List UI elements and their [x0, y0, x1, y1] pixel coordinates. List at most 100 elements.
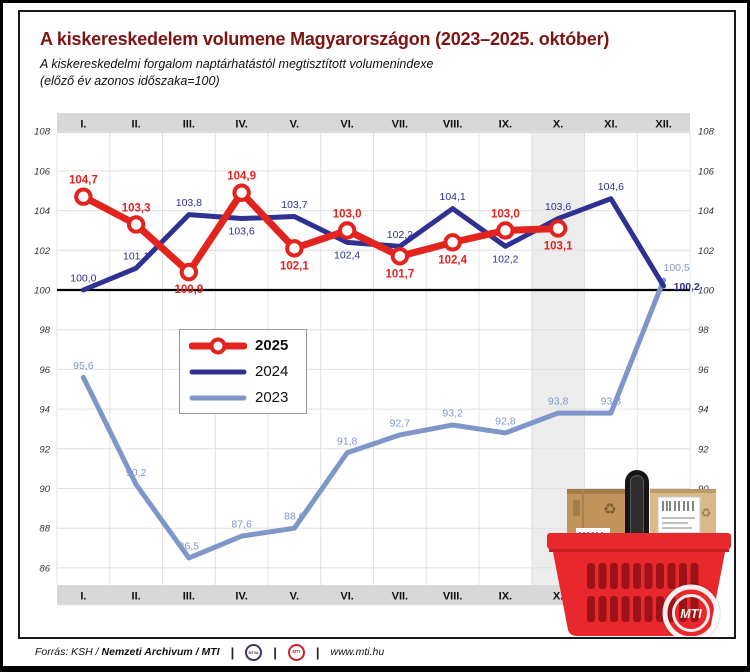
legend-label: 2024 [255, 363, 289, 380]
footer-divider: | [273, 644, 277, 660]
svg-text:III.: III. [183, 591, 195, 603]
mti-watermark-logo: MTI [661, 583, 721, 637]
series-2025-marker [548, 219, 568, 238]
shopping-basket-illustration: ♻ ♻ [547, 470, 731, 637]
recycle-icon: ♻ [701, 506, 712, 520]
point-label: 102,4 [334, 249, 360, 261]
basket-body [547, 533, 731, 636]
point-label: 87,6 [231, 519, 252, 531]
series-2023-labels: 95,6 90,2 86,5 87,6 88,0 91,8 92,7 93,2 92,8 93,8… [73, 262, 690, 552]
svg-text:90: 90 [39, 484, 50, 495]
svg-text:II.: II. [132, 119, 141, 131]
legend-label: 2023 [255, 389, 289, 406]
series-2023-line [80, 277, 667, 561]
svg-text:I.: I. [80, 591, 86, 603]
point-label: 103,6 [228, 226, 254, 238]
point-label: 92,7 [390, 417, 411, 429]
month-labels: I. I. II. II. III. III. IV. IV. V. V. VI. VI. VII. VI… [80, 119, 672, 603]
mti-logo-icon: MTI [287, 643, 305, 661]
svg-text:IV.: IV. [235, 591, 247, 603]
svg-text:I.: I. [80, 119, 86, 131]
point-label: 104,1 [439, 191, 465, 203]
point-label: 90,2 [126, 467, 147, 479]
series-2025-line [79, 189, 562, 276]
legend-item-2024: 2024 [189, 361, 306, 383]
mtva-logo-icon: MTVA [245, 643, 263, 661]
series-2025-marker [179, 262, 199, 282]
svg-text:92: 92 [39, 444, 50, 455]
svg-text:94: 94 [698, 405, 709, 416]
svg-text:86: 86 [39, 563, 50, 574]
svg-text:88: 88 [39, 524, 50, 535]
chart-panel: A kiskereskedelem volumene Magyarországo… [18, 10, 736, 639]
point-label: 102,2 [387, 229, 413, 241]
svg-text:104: 104 [34, 206, 50, 217]
point-label: 86,5 [179, 540, 200, 552]
subtitle-line-2: (előző év azonos időszaka=100) [40, 74, 220, 88]
point-label: 100,0 [70, 273, 96, 285]
chart-subtitle: A kiskereskedelmi forgalom naptárhatástó… [40, 56, 433, 90]
svg-text:VI.: VI. [340, 591, 353, 603]
point-label: 91,8 [337, 435, 358, 447]
series-2025-marker [443, 233, 462, 252]
page-title: A kiskereskedelem volumene Magyarországo… [40, 29, 610, 49]
svg-text:108: 108 [34, 127, 51, 138]
legend-item-2023: 2023 [189, 387, 306, 409]
footer-divider: | [315, 644, 320, 660]
footer: Forrás: KSH / Nemzeti Archivum / MTI | M… [35, 641, 384, 663]
source-credit: Forrás: KSH / Nemzeti Archivum / MTI [35, 646, 220, 658]
svg-text:V.: V. [290, 591, 299, 603]
website-text: www.mti.hu [330, 646, 385, 658]
point-label: 100,9 [174, 284, 203, 296]
svg-text:104: 104 [698, 206, 714, 217]
legend-line-sample [189, 395, 247, 400]
footer-divider: | [230, 644, 235, 660]
svg-text:100: 100 [34, 286, 51, 297]
legend-line-sample [189, 369, 247, 374]
point-label: 101,1 [123, 251, 149, 263]
svg-text:IX.: IX. [499, 119, 512, 131]
series-2025-marker [390, 247, 410, 266]
point-label: 103,3 [122, 202, 151, 214]
series-2025-marker [126, 215, 146, 234]
series-2025-marker [496, 221, 515, 240]
svg-text:VIII.: VIII. [443, 591, 463, 603]
point-label: 100,5 [663, 262, 689, 274]
series-2025-marker [285, 239, 304, 258]
svg-text:II.: II. [132, 591, 141, 603]
point-label: 100,2 [674, 281, 700, 293]
svg-text:IV.: IV. [235, 119, 247, 131]
point-label: 102,2 [492, 253, 518, 265]
point-label: 88,0 [284, 511, 305, 523]
series-2025-marker [232, 183, 251, 202]
point-label: 104,9 [227, 171, 256, 183]
recycle-icon: ♻ [603, 501, 616, 518]
series-2025-labels: 104,7 103,3 100,9 104,9 102,1 103,0 101,7 102,4… [69, 171, 573, 296]
svg-text:V.: V. [290, 119, 299, 131]
point-label: 103,6 [545, 201, 571, 213]
svg-text:98: 98 [39, 325, 50, 336]
point-label: 102,4 [438, 254, 467, 266]
svg-text:X.: X. [553, 591, 563, 603]
point-label: 103,8 [176, 197, 202, 209]
svg-text:106: 106 [34, 166, 51, 177]
svg-text:IX.: IX. [499, 591, 512, 603]
legend-item-2025: 2025 [189, 335, 306, 357]
svg-text:III.: III. [183, 119, 195, 131]
series-2024-labels: 100,0 101,1 103,8 103,6 103,7 102,4 102,2 104,1… [70, 181, 700, 293]
svg-text:VI.: VI. [340, 119, 353, 131]
svg-text:92: 92 [698, 444, 709, 455]
svg-text:VII.: VII. [392, 591, 409, 603]
svg-text:100: 100 [698, 286, 715, 297]
legend-label: 2025 [255, 337, 289, 354]
svg-text:X.: X. [553, 119, 563, 131]
svg-text:96: 96 [39, 365, 50, 376]
point-label: 103,1 [544, 240, 573, 252]
point-label: 104,6 [598, 181, 624, 193]
svg-text:102: 102 [698, 246, 715, 257]
svg-text:106: 106 [698, 166, 715, 177]
svg-text:VIII.: VIII. [443, 119, 463, 131]
point-label: 93,2 [442, 407, 463, 419]
point-label: 103,0 [491, 208, 520, 220]
